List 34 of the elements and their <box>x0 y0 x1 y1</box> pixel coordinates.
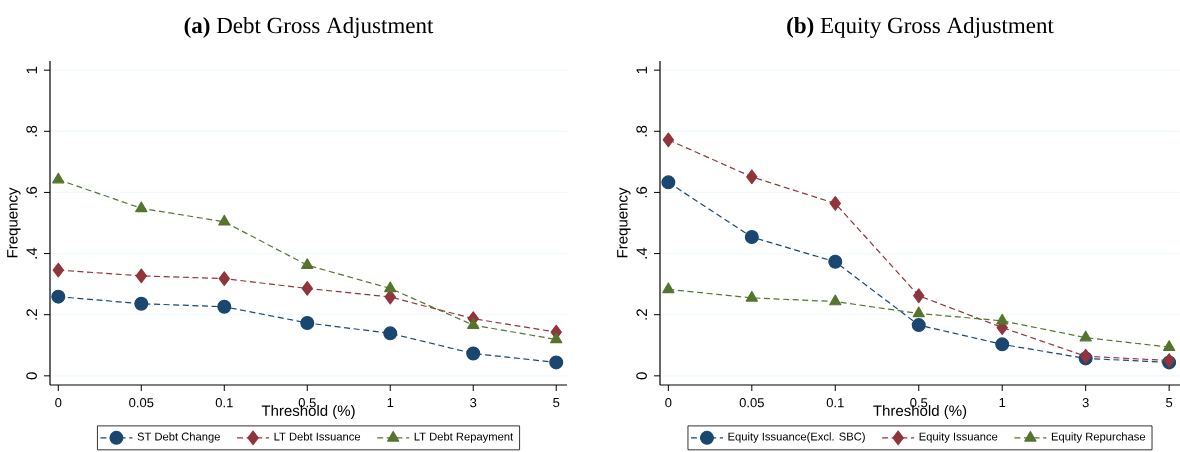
y-tick-label: .4 <box>26 247 37 259</box>
y-tick-label: .8 <box>636 125 647 137</box>
x-tick-label: 0.05 <box>129 398 154 408</box>
legend-label: Equity Issuance <box>919 432 998 443</box>
y-tick-label: .2 <box>636 309 647 320</box>
y-axis-title: Frequency <box>7 187 21 258</box>
legend-label: LT Debt Repayment <box>414 432 514 443</box>
x-tick-label: 1 <box>387 398 394 408</box>
y-tick-label: .2 <box>26 309 37 320</box>
legend-label: Equity Repurchase <box>1051 432 1146 443</box>
x-tick-label: 0.1 <box>826 398 844 408</box>
y-tick-label: .4 <box>636 247 647 259</box>
x-tick-label: 0.1 <box>215 398 233 408</box>
y-tick-label: 0 <box>636 372 647 380</box>
y-tick-label: .6 <box>26 186 37 198</box>
y-tick-label: 1 <box>26 66 37 74</box>
y-tick-label: 1 <box>636 66 647 74</box>
y-tick-label: 0 <box>26 372 37 380</box>
legend-label: ST Debt Change <box>137 432 220 443</box>
x-tick-label: 3 <box>470 398 477 408</box>
x-tick-label: 5 <box>553 398 560 408</box>
x-tick-label: 5 <box>1166 398 1173 408</box>
x-tick-label: 3 <box>1082 398 1089 408</box>
chart-title: (a) Debt Gross Adjustment <box>184 17 434 38</box>
x-tick-label: 1 <box>999 398 1006 408</box>
x-tick-label: 0 <box>665 398 672 408</box>
x-tick-label: 0.05 <box>739 398 764 408</box>
chart-title: (b) Equity Gross Adjustment <box>787 17 1054 38</box>
x-tick-label: 0 <box>55 398 62 408</box>
y-tick-label: .8 <box>26 125 37 137</box>
y-axis-title: Frequency <box>617 187 631 258</box>
legend-label: Equity Issuance(Excl. SBC) <box>728 432 865 443</box>
legend-label: LT Debt Issuance <box>274 432 361 441</box>
y-tick-label: .6 <box>636 186 647 198</box>
